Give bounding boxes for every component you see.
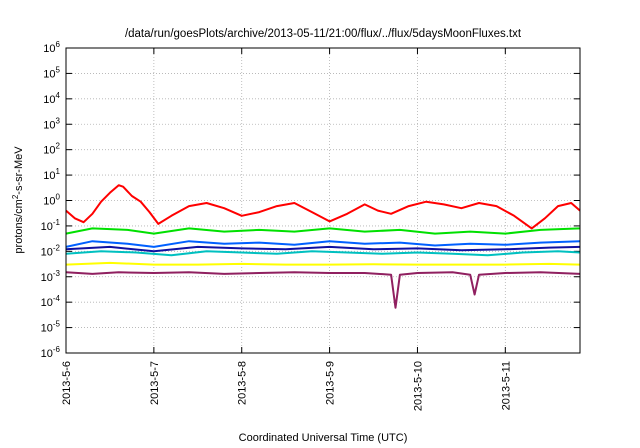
y-tick-label: 103: [43, 116, 60, 131]
chart-title: /data/run/goesPlots/archive/2013-05-11/2…: [125, 28, 522, 40]
x-tick-label: 2013-5-6: [61, 361, 73, 405]
plot-frame: [65, 47, 581, 354]
y-tick-label: 10-3: [41, 269, 61, 284]
x-axis-label: Coordinated Universal Time (UTC): [239, 432, 408, 444]
y-tick-labels: 10-6 10-5 10-4 10-3 10-2 10-1 100 101 102 103 104 1…: [41, 40, 61, 360]
x-tick-label: 2013-5-10: [412, 361, 424, 411]
series-line-5: [65, 245, 581, 253]
series-line-4: [65, 240, 581, 248]
series-line-3: [65, 250, 581, 257]
y-tick-label: 106: [43, 40, 60, 55]
x-tick-label: 2013-5-8: [237, 361, 249, 405]
series-line-2: [65, 227, 581, 235]
series-line-1: [65, 184, 581, 230]
x-tick-label: 2013-5-9: [325, 361, 337, 405]
y-tick-label: 10-2: [41, 243, 61, 258]
y-tick-label: 104: [43, 91, 60, 106]
x-tick-labels: 2013-5-6 2013-5-7 2013-5-8 2013-5-9 2013-5-1…: [61, 361, 512, 411]
y-tick-label: 10-4: [41, 294, 61, 309]
y-tick-label: 100: [43, 193, 60, 208]
y-axis-label: protons/cm2-s-sr-MeV: [11, 146, 25, 254]
y-tick-label: 10-1: [41, 218, 61, 233]
grid-lines: [65, 47, 580, 354]
y-tick-label: 102: [43, 142, 60, 157]
series-line-7: [65, 271, 581, 309]
x-tick-label: 2013-5-7: [149, 361, 161, 405]
series-line-6: [65, 261, 581, 266]
y-tick-label: 101: [43, 167, 60, 182]
y-tick-label: 105: [43, 65, 60, 80]
y-tick-label: 10-5: [41, 320, 61, 335]
x-tick-label: 2013-5-11: [500, 361, 512, 410]
y-tick-label: 10-6: [41, 345, 61, 360]
series-layer: [65, 184, 581, 309]
